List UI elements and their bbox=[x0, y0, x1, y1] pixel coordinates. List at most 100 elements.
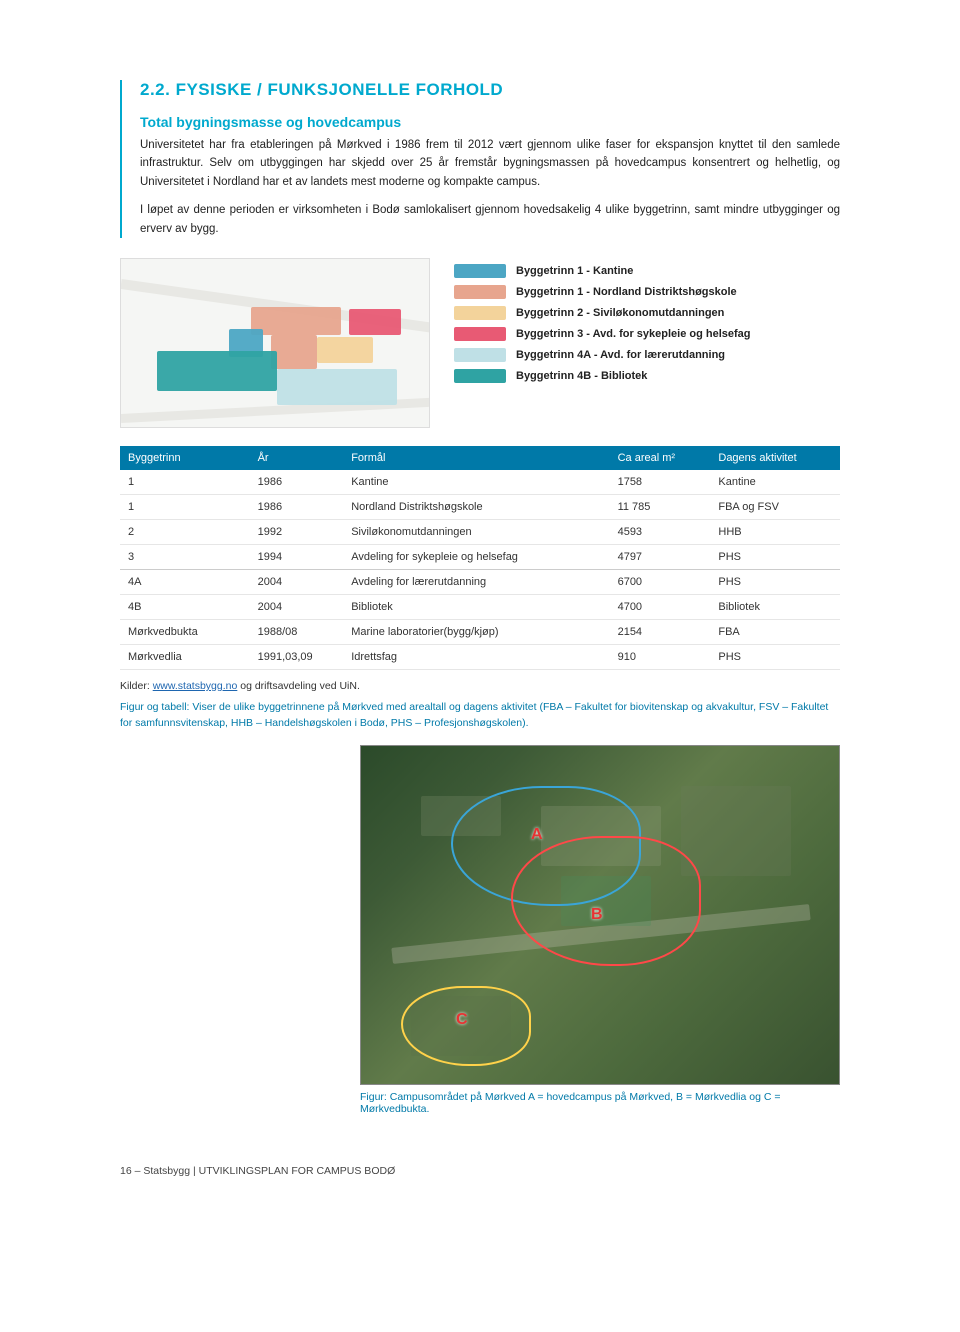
table-cell: Avdeling for lærerutdanning bbox=[343, 569, 609, 594]
legend-row: Byggetrinn 2 - Siviløkonomutdanningen bbox=[454, 306, 840, 320]
table-row: 21992Siviløkonomutdanningen4593HHB bbox=[120, 519, 840, 544]
table-cell: 1991,03,09 bbox=[250, 644, 344, 669]
map-legend: Byggetrinn 1 - Kantine Byggetrinn 1 - Nor… bbox=[454, 258, 840, 390]
source-prefix: Kilder: bbox=[120, 680, 153, 692]
legend-label: Byggetrinn 1 - Nordland Distriktshøgskol… bbox=[516, 286, 737, 298]
campus-map-thumbnail bbox=[120, 258, 430, 428]
legend-row: Byggetrinn 4B - Bibliotek bbox=[454, 369, 840, 383]
legend-row: Byggetrinn 1 - Kantine bbox=[454, 264, 840, 278]
map-building-shape bbox=[251, 307, 341, 335]
source-suffix: og driftsavdeling ved UiN. bbox=[237, 680, 360, 692]
legend-swatch bbox=[454, 306, 506, 320]
aerial-label: C bbox=[456, 1011, 468, 1029]
table-header-row: ByggetrinnÅrFormålCa areal m²Dagens akti… bbox=[120, 446, 840, 470]
legend-row: Byggetrinn 4A - Avd. for lærerutdanning bbox=[454, 348, 840, 362]
map-building-shape bbox=[317, 337, 373, 363]
legend-swatch bbox=[454, 348, 506, 362]
section-title: 2.2. FYSISKE / FUNKSJONELLE FORHOLD bbox=[140, 80, 840, 100]
table-cell: 1 bbox=[120, 494, 250, 519]
table-cell: Nordland Distriktshøgskole bbox=[343, 494, 609, 519]
table-row: 4B2004Bibliotek4700Bibliotek bbox=[120, 594, 840, 619]
legend-swatch bbox=[454, 327, 506, 341]
paragraph-1: Universitetet har fra etableringen på Mø… bbox=[140, 136, 840, 191]
table-cell: 6700 bbox=[610, 569, 711, 594]
table-cell: 2004 bbox=[250, 569, 344, 594]
legend-label: Byggetrinn 4B - Bibliotek bbox=[516, 370, 647, 382]
aerial-caption: Figur: Campusområdet på Mørkved A = hove… bbox=[360, 1091, 840, 1115]
table-cell: Bibliotek bbox=[710, 594, 840, 619]
legend-label: Byggetrinn 3 - Avd. for sykepleie og hel… bbox=[516, 328, 751, 340]
table-cell: PHS bbox=[710, 544, 840, 569]
table-cell: Mørkvedlia bbox=[120, 644, 250, 669]
table-row: 4A2004Avdeling for lærerutdanning6700PHS bbox=[120, 569, 840, 594]
table-cell: 2154 bbox=[610, 619, 711, 644]
map-and-legend: Byggetrinn 1 - Kantine Byggetrinn 1 - Nor… bbox=[120, 258, 840, 428]
map-building-shape bbox=[271, 335, 317, 369]
table-cell: Kantine bbox=[343, 470, 609, 495]
table-cell: 4B bbox=[120, 594, 250, 619]
source-link[interactable]: www.statsbygg.no bbox=[153, 680, 238, 692]
table-cell: HHB bbox=[710, 519, 840, 544]
table-cell: PHS bbox=[710, 644, 840, 669]
table-cell: FBA bbox=[710, 619, 840, 644]
table-cell: 1988/08 bbox=[250, 619, 344, 644]
table-row: 11986Kantine1758Kantine bbox=[120, 470, 840, 495]
table-cell: 1758 bbox=[610, 470, 711, 495]
legend-label: Byggetrinn 1 - Kantine bbox=[516, 265, 633, 277]
page-footer: 16 – Statsbygg | UTVIKLINGSPLAN FOR CAMP… bbox=[120, 1165, 840, 1177]
table-cell: 910 bbox=[610, 644, 711, 669]
table-cell: 1992 bbox=[250, 519, 344, 544]
aerial-label: A bbox=[531, 826, 543, 844]
table-cell: 2004 bbox=[250, 594, 344, 619]
legend-row: Byggetrinn 1 - Nordland Distriktshøgskol… bbox=[454, 285, 840, 299]
table-cell: 1986 bbox=[250, 470, 344, 495]
table-cell: Bibliotek bbox=[343, 594, 609, 619]
table-source: Kilder: www.statsbygg.no og driftsavdeli… bbox=[120, 680, 840, 692]
table-cell: 4700 bbox=[610, 594, 711, 619]
aerial-photo: A B C bbox=[360, 745, 840, 1085]
table-cell: 1986 bbox=[250, 494, 344, 519]
table-cell: Siviløkonomutdanningen bbox=[343, 519, 609, 544]
table-cell: 4797 bbox=[610, 544, 711, 569]
map-building-shape bbox=[277, 369, 397, 405]
aerial-label: B bbox=[591, 906, 603, 924]
legend-label: Byggetrinn 2 - Siviløkonomutdanningen bbox=[516, 307, 724, 319]
table-header-cell: År bbox=[250, 446, 344, 470]
table-cell: FBA og FSV bbox=[710, 494, 840, 519]
table-cell: Avdeling for sykepleie og helsefag bbox=[343, 544, 609, 569]
table-row: Mørkvedlia1991,03,09Idrettsfag910PHS bbox=[120, 644, 840, 669]
figure-table-caption: Figur og tabell: Viser de ulike byggetri… bbox=[120, 700, 840, 732]
table-cell: Kantine bbox=[710, 470, 840, 495]
table-cell: 11 785 bbox=[610, 494, 711, 519]
table-row: 11986Nordland Distriktshøgskole11 785FBA… bbox=[120, 494, 840, 519]
section-header-block: 2.2. FYSISKE / FUNKSJONELLE FORHOLD Tota… bbox=[120, 80, 840, 238]
table-cell: 1 bbox=[120, 470, 250, 495]
byggetrinn-table: ByggetrinnÅrFormålCa areal m²Dagens akti… bbox=[120, 446, 840, 670]
table-header-cell: Formål bbox=[343, 446, 609, 470]
table-cell: Idrettsfag bbox=[343, 644, 609, 669]
map-building-shape bbox=[157, 351, 277, 391]
table-cell: 1994 bbox=[250, 544, 344, 569]
paragraph-2: I løpet av denne perioden er virksomhete… bbox=[140, 201, 840, 238]
table-cell: 2 bbox=[120, 519, 250, 544]
table-body: 11986Kantine1758Kantine11986Nordland Dis… bbox=[120, 470, 840, 670]
map-building-shape bbox=[349, 309, 401, 335]
table-row: Mørkvedbukta1988/08Marine laboratorier(b… bbox=[120, 619, 840, 644]
page: 2.2. FYSISKE / FUNKSJONELLE FORHOLD Tota… bbox=[0, 0, 960, 1217]
section-subtitle: Total bygningsmasse og hovedcampus bbox=[140, 114, 840, 130]
table-header-cell: Dagens aktivitet bbox=[710, 446, 840, 470]
legend-swatch bbox=[454, 285, 506, 299]
legend-label: Byggetrinn 4A - Avd. for lærerutdanning bbox=[516, 349, 725, 361]
table-cell: Mørkvedbukta bbox=[120, 619, 250, 644]
table-row: 31994Avdeling for sykepleie og helsefag4… bbox=[120, 544, 840, 569]
table-header-cell: Byggetrinn bbox=[120, 446, 250, 470]
table-cell: 4593 bbox=[610, 519, 711, 544]
legend-swatch bbox=[454, 264, 506, 278]
legend-row: Byggetrinn 3 - Avd. for sykepleie og hel… bbox=[454, 327, 840, 341]
table-cell: PHS bbox=[710, 569, 840, 594]
table-header-cell: Ca areal m² bbox=[610, 446, 711, 470]
legend-swatch bbox=[454, 369, 506, 383]
table-cell: 3 bbox=[120, 544, 250, 569]
table-cell: 4A bbox=[120, 569, 250, 594]
table-cell: Marine laboratorier(bygg/kjøp) bbox=[343, 619, 609, 644]
